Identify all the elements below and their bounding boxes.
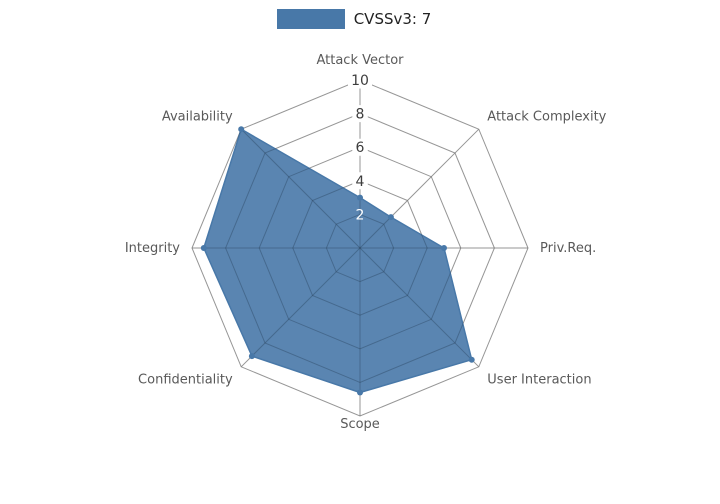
axis-label-priv-req: Priv.Req. — [540, 241, 596, 256]
series-vertex-dot — [200, 245, 207, 251]
series-vertex-dot — [441, 245, 447, 251]
legend-swatch — [276, 9, 345, 29]
series-vertex-dot — [248, 353, 255, 360]
radial-tick-4: 4 — [356, 174, 365, 190]
grid-spoke — [240, 247, 361, 368]
grid-ring — [225, 113, 495, 383]
axis-label-user-interaction: User Interaction — [487, 372, 591, 387]
grid-ring — [292, 180, 428, 316]
radial-tick-10: 10 — [351, 73, 369, 89]
grid-spoke — [240, 128, 361, 249]
radial-tick-2: 2 — [356, 207, 365, 223]
axis-label-scope: Scope — [340, 417, 380, 432]
axis-labels: Attack Vector Attack Complexity Priv.Req. U… — [125, 53, 607, 432]
radial-tick-box — [352, 138, 368, 156]
radial-tick-8: 8 — [356, 107, 365, 123]
series-vertex-dot — [468, 356, 475, 363]
series-vertex-dot — [387, 214, 394, 221]
radial-tick-box — [348, 71, 372, 89]
radial-tick-labels: 2 4 6 8 10 — [348, 71, 372, 223]
series-vertex-dot — [357, 389, 363, 396]
radial-tick-box — [352, 105, 368, 123]
chart-legend: CVSSv3: 7 — [0, 9, 714, 29]
radial-tick-box — [352, 172, 368, 190]
axis-label-integrity: Integrity — [125, 241, 180, 256]
grid-spoke — [359, 247, 480, 368]
grid-ring — [191, 79, 529, 417]
grid-ring — [325, 213, 395, 283]
series-vertex-dot — [238, 126, 245, 133]
axis-label-attack-vector: Attack Vector — [316, 53, 404, 68]
series-vertex-dot — [357, 194, 363, 201]
radial-tick-6: 6 — [356, 140, 365, 156]
axis-label-confidentiality: Confidentiality — [138, 372, 233, 387]
legend-label: CVSSv3: 7 — [353, 10, 432, 28]
grid-spoke — [359, 128, 480, 249]
axis-label-attack-complexity: Attack Complexity — [487, 110, 606, 125]
axis-label-availability: Availability — [162, 110, 233, 125]
grid-ring — [258, 146, 462, 350]
